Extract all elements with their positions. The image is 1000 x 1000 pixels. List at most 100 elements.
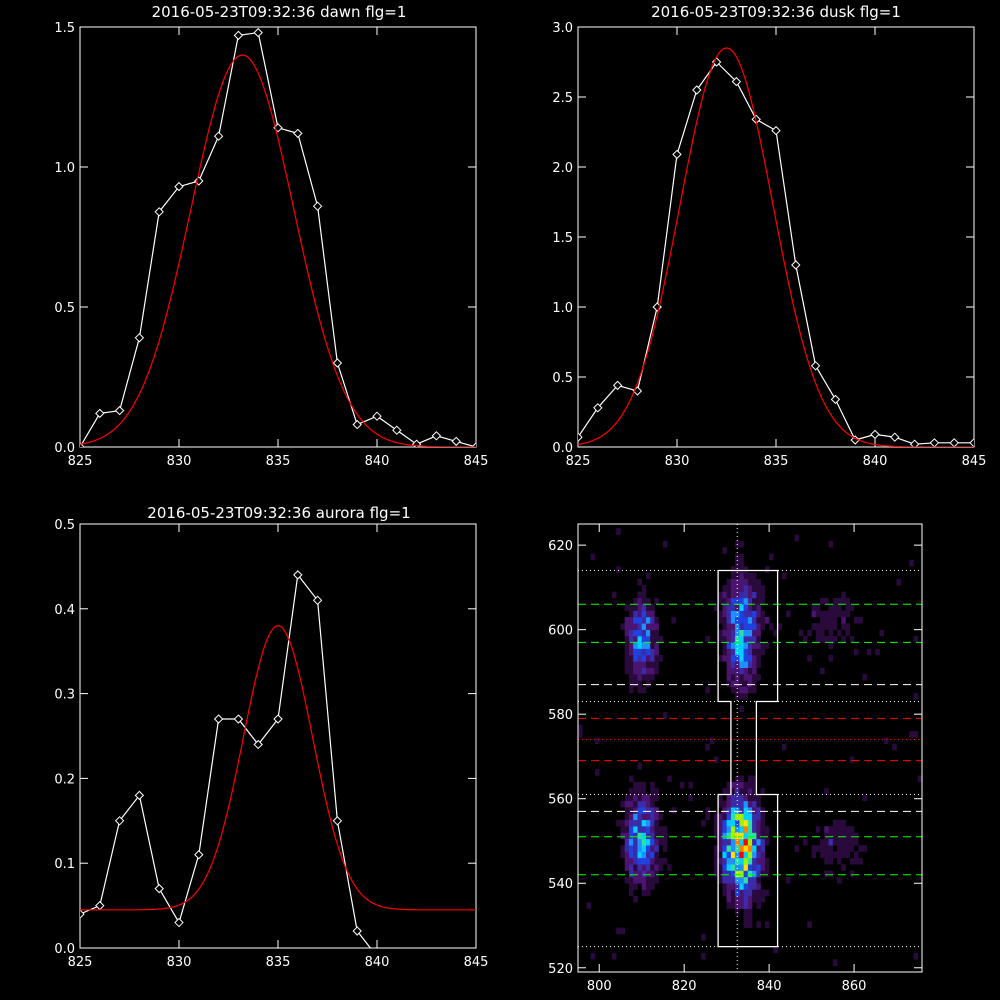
heatmap-pixel xyxy=(841,819,846,827)
heatmap-pixel xyxy=(726,800,732,808)
heatmap-pixel xyxy=(641,781,647,789)
heatmap-pixel xyxy=(743,895,749,903)
heatmap-pixel xyxy=(646,870,651,878)
heatmap-pixel xyxy=(764,642,770,649)
heatmap-pixel xyxy=(739,604,744,611)
heatmap-pixel xyxy=(913,953,918,960)
heatmap-pixel xyxy=(752,864,757,871)
heatmap-pixel xyxy=(760,648,766,656)
heatmap-pixel xyxy=(739,578,744,586)
data-point-dawn xyxy=(431,431,442,441)
heatmap-pixel xyxy=(726,807,732,814)
heatmap-pixel xyxy=(841,851,846,859)
heatmap-pixel xyxy=(718,864,723,871)
heatmap-pixel xyxy=(641,851,647,859)
heatmap-pixel xyxy=(637,636,642,643)
heatmap-pixel xyxy=(641,800,647,808)
heatmap-pixel xyxy=(747,578,753,586)
heatmap-pixel xyxy=(735,857,740,865)
heatmap-pixel xyxy=(756,807,761,814)
heatmap-pixel xyxy=(586,902,591,909)
heatmap-pixel xyxy=(633,667,638,675)
heatmap-pixel xyxy=(718,629,723,637)
heatmap-pixel xyxy=(654,623,659,630)
heatmap-pixel xyxy=(735,604,740,611)
heatmap-pixel xyxy=(820,667,825,675)
heatmap-pixel xyxy=(637,826,642,833)
heatmap-pixel xyxy=(752,642,757,649)
data-point-dawn xyxy=(332,358,343,368)
heatmap-pixel xyxy=(637,591,642,599)
y-tick-label-dusk: 2.0 xyxy=(552,161,573,176)
data-point-dawn xyxy=(253,27,263,38)
heatmap-pixel xyxy=(837,832,842,840)
heatmap-pixel xyxy=(637,648,642,656)
heatmap-pixel xyxy=(718,819,723,827)
heatmap-pixel xyxy=(760,813,766,821)
heatmap-pixel xyxy=(760,807,766,814)
heatmap-pixel xyxy=(637,680,642,687)
heatmap-pixel xyxy=(629,819,634,827)
heatmap-pixel xyxy=(718,636,723,643)
heatmap-pixel xyxy=(913,693,918,700)
heatmap-pixel xyxy=(824,845,829,852)
heatmap-pixel xyxy=(752,857,757,865)
heatmap-pixel xyxy=(658,655,664,662)
heatmap-pixel xyxy=(735,775,740,783)
heatmap-pixel xyxy=(620,623,625,630)
heatmap-pixel xyxy=(730,826,736,833)
heatmap-pixel xyxy=(735,788,740,795)
heatmap-pixel xyxy=(578,731,583,738)
plot-image: 800 820 840 860 520 540 560 580 600 620 xyxy=(548,523,923,994)
heatmap-pixel xyxy=(760,819,766,827)
heatmap-pixel xyxy=(629,857,634,865)
heatmap-pixel xyxy=(841,598,846,605)
heatmap-pixel xyxy=(624,629,630,637)
heatmap-pixel xyxy=(841,617,846,624)
heatmap-pixel xyxy=(747,895,753,903)
heatmap-pixel xyxy=(743,655,749,662)
heatmap-pixel xyxy=(820,636,825,643)
data-point-dawn xyxy=(471,442,476,447)
heatmap-pixel xyxy=(646,572,651,580)
heatmap-pixel xyxy=(735,610,740,618)
heatmap-pixel xyxy=(629,832,634,840)
heatmap-pixel xyxy=(837,610,842,618)
heatmap-pixel xyxy=(735,883,740,890)
heatmap-pixel xyxy=(866,648,872,656)
heatmap-pixel xyxy=(743,585,749,592)
heatmap-pixel xyxy=(832,598,838,605)
heatmap-pixel xyxy=(705,636,710,643)
heatmap-pixel xyxy=(862,674,867,681)
heatmap-pixel xyxy=(862,794,867,802)
heatmap-pixel xyxy=(769,553,774,561)
heatmap-pixel xyxy=(743,680,749,687)
heatmap-pixel xyxy=(646,851,651,859)
heatmap-pixel xyxy=(743,864,749,871)
heatmap-pixel xyxy=(824,636,829,643)
heatmap-pixel xyxy=(735,826,740,833)
heatmap-pixel xyxy=(730,832,736,840)
heatmap-pixel xyxy=(654,870,659,878)
heatmap-pixel xyxy=(739,617,744,624)
heatmap-pixel xyxy=(722,610,727,618)
heatmap-pixel xyxy=(858,845,863,852)
y-tick-label-image: 600 xyxy=(548,624,573,639)
heatmap-pixel xyxy=(629,617,634,624)
heatmap-pixel xyxy=(730,674,736,681)
heatmap-pixel xyxy=(752,578,757,586)
heatmap-pixel xyxy=(650,876,655,884)
heatmap-pixel xyxy=(760,610,766,618)
heatmap-pixel xyxy=(845,832,851,840)
heatmap-pixel xyxy=(633,604,638,611)
heatmap-pixel xyxy=(747,838,753,846)
heatmap-pixel xyxy=(641,794,647,802)
heatmap-pixel xyxy=(828,826,834,833)
data-point-aurora xyxy=(194,850,204,860)
heatmap-pixel xyxy=(845,838,851,846)
heatmap-pixel xyxy=(735,591,740,599)
heatmap-pixel xyxy=(824,832,829,840)
heatmap-pixel xyxy=(624,857,630,865)
heatmap-pixel xyxy=(730,623,736,630)
heatmap-pixel xyxy=(722,591,727,599)
